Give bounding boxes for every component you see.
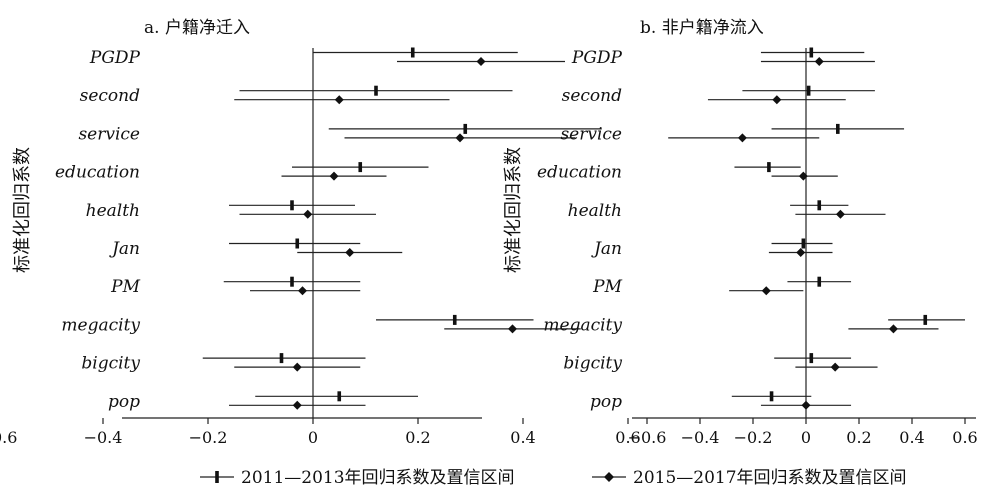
point-estimate-tick [817,200,822,211]
category-label: bigcity [563,354,622,374]
point-estimate-tick [809,47,814,58]
point-estimate-tick [295,238,300,249]
point-estimate-tick [806,85,811,96]
point-estimate-diamond [830,362,840,372]
point-estimate-diamond [796,248,806,257]
point-estimate-diamond [801,400,811,410]
category-label: health [86,201,140,221]
point-estimate-diamond [292,400,302,410]
panel-title: a. 户籍净迁入 [144,18,250,38]
x-tick-label: 0.4 [510,428,535,447]
x-tick-label: 0.4 [899,428,924,447]
y-axis-label: 标准化回归系数 [503,147,524,273]
point-estimate-tick [290,200,294,211]
category-label: service [78,124,140,144]
category-label: health [568,201,622,221]
point-estimate-tick [769,391,774,402]
x-tick-label: 0 [308,428,318,447]
point-estimate-diamond [772,95,782,105]
category-label: PGDP [571,48,623,68]
category-label: Jan [109,239,140,259]
category-label: megacity [61,315,140,335]
category-label: education [55,163,140,183]
point-estimate-diamond [303,209,313,219]
point-estimate-diamond [888,324,898,334]
point-estimate-tick [463,123,468,134]
category-label: service [560,124,622,144]
point-estimate-tick [767,162,771,173]
x-tick-label: −0.2 [189,428,228,447]
x-tick-label: 0.6 [615,428,640,447]
point-estimate-tick [817,276,822,287]
category-label: PM [110,277,140,297]
category-label: pop [590,392,622,412]
legend-tick-marker [215,471,219,483]
legend-diamond-marker [604,472,614,482]
point-estimate-diamond [334,95,344,105]
point-estimate-tick [836,123,840,134]
point-estimate-tick [374,85,378,96]
category-label: bigcity [81,354,140,374]
point-estimate-tick [809,353,814,364]
category-label: second [562,86,622,106]
point-estimate-tick [923,314,928,325]
category-label: second [80,86,140,106]
point-estimate-diamond [292,362,302,372]
y-axis-label: 标准化回归系数 [12,147,33,273]
x-tick-label: 0.2 [405,428,430,447]
x-tick-label: 0.6 [952,428,977,447]
x-tick-label: 0.2 [846,428,871,447]
point-estimate-diamond [814,57,824,66]
category-label: PM [592,277,622,297]
point-estimate-diamond [761,286,771,296]
point-estimate-diamond [835,209,845,219]
x-tick-label: −0.6 [0,428,17,447]
x-tick-label: −0.2 [734,428,773,447]
category-label: PGDP [89,48,141,68]
point-estimate-tick [290,276,294,287]
point-estimate-diamond [455,133,465,143]
point-estimate-diamond [798,171,808,181]
point-estimate-diamond [508,324,517,334]
category-label: Jan [591,239,622,259]
category-label: education [537,163,622,183]
point-estimate-tick [801,238,806,249]
x-tick-label: 0 [801,428,811,447]
legend-label: 2011—2013年回归系数及置信区间 [241,468,515,488]
point-estimate-tick [337,391,342,402]
point-estimate-diamond [345,248,355,257]
x-tick-label: −0.4 [681,428,720,447]
category-label: pop [108,392,140,412]
point-estimate-diamond [329,171,339,181]
point-estimate-tick [452,314,457,325]
category-label: megacity [543,315,622,335]
point-estimate-diamond [476,57,486,66]
point-estimate-diamond [298,286,307,296]
legend: 2011—2013年回归系数及置信区间 2015—2017年回归系数及置信区间 [200,468,907,488]
point-estimate-diamond [737,133,747,143]
point-estimate-tick [410,47,415,58]
point-estimate-tick [358,162,363,173]
x-tick-label: −0.4 [84,428,123,447]
x-tick-label: −0.6 [628,428,667,447]
legend-label: 2015—2017年回归系数及置信区间 [633,468,907,488]
point-estimate-tick [279,353,284,364]
panel-title: b. 非户籍净流入 [640,18,764,38]
